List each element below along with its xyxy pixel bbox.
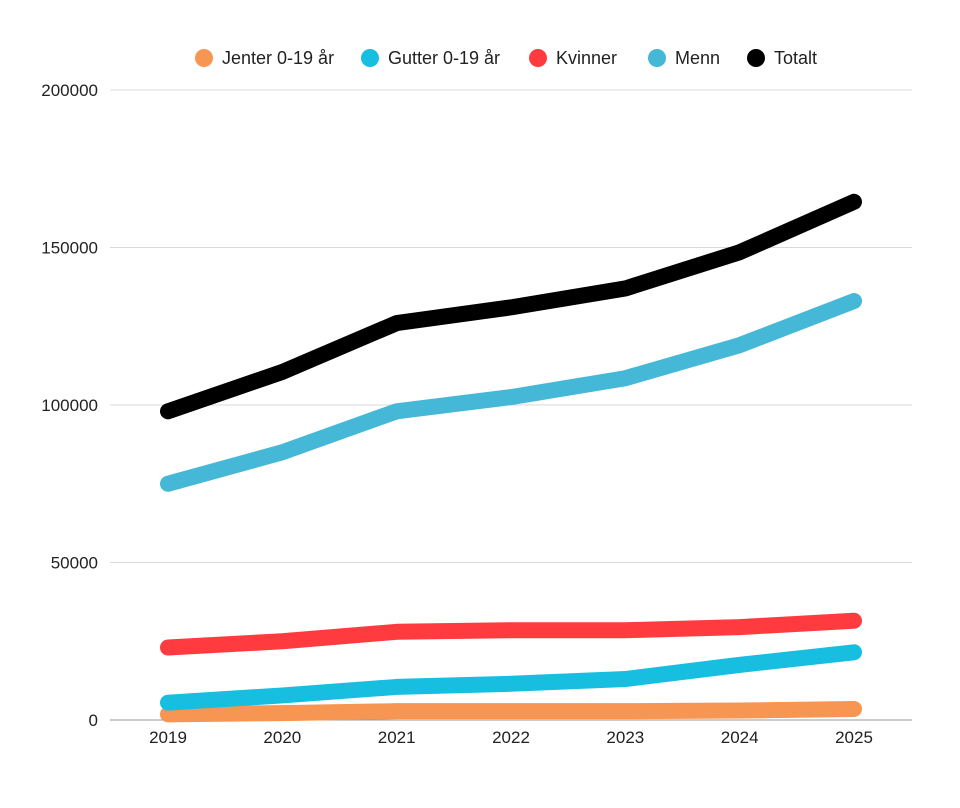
legend: Jenter 0-19 år Gutter 0-19 år Kvinner Menn T… — [195, 48, 817, 68]
legend-marker — [529, 49, 547, 67]
series-line-1 — [160, 644, 862, 711]
y-tick-label: 200000 — [41, 81, 98, 100]
x-tick-label: 2024 — [721, 728, 759, 747]
legend-item: Jenter 0-19 år — [195, 48, 334, 68]
legend-marker — [195, 49, 213, 67]
x-tick-label: 2025 — [835, 728, 873, 747]
y-axis: 0 50000 100000 150000 200000 — [41, 81, 98, 730]
x-tick-label: 2021 — [378, 728, 416, 747]
legend-item: Gutter 0-19 år — [361, 48, 500, 68]
x-axis: 2019 2020 2021 2022 2023 2024 2025 — [149, 728, 873, 747]
x-tick-label: 2022 — [492, 728, 530, 747]
series-line-0 — [160, 700, 862, 723]
legend-label: Kvinner — [556, 48, 617, 68]
legend-marker — [361, 49, 379, 67]
legend-label: Gutter 0-19 år — [388, 48, 500, 68]
legend-marker — [648, 49, 666, 67]
y-tick-label: 150000 — [41, 239, 98, 258]
legend-item: Totalt — [747, 48, 817, 68]
legend-label: Totalt — [774, 48, 817, 68]
legend-label: Jenter 0-19 år — [222, 48, 334, 68]
legend-item: Menn — [648, 48, 720, 68]
series-lines — [160, 193, 862, 723]
y-tick-label: 100000 — [41, 396, 98, 415]
x-tick-label: 2023 — [606, 728, 644, 747]
series-line-4 — [160, 193, 862, 420]
legend-item: Kvinner — [529, 48, 617, 68]
x-tick-label: 2019 — [149, 728, 187, 747]
x-tick-label: 2020 — [263, 728, 301, 747]
series-line-2 — [160, 612, 862, 656]
y-tick-label: 0 — [89, 711, 98, 730]
y-tick-label: 50000 — [51, 554, 98, 573]
series-line-3 — [160, 293, 862, 492]
legend-marker — [747, 49, 765, 67]
legend-label: Menn — [675, 48, 720, 68]
